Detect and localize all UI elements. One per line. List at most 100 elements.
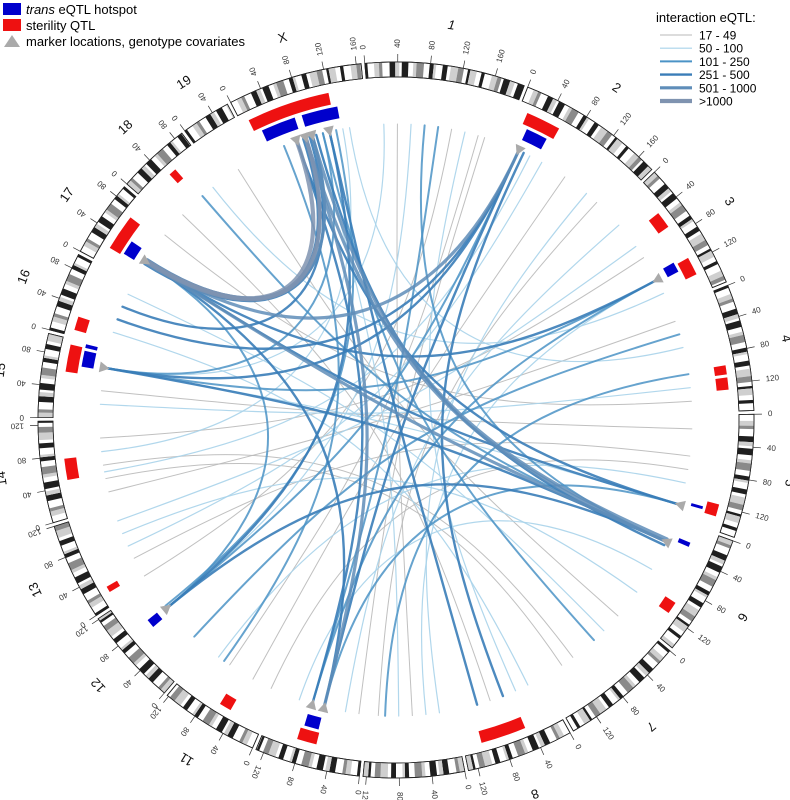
tick-label: 120 <box>26 527 42 540</box>
tick-label: 120 <box>313 41 325 56</box>
chromosome-8-band <box>502 745 510 761</box>
tick-mark <box>727 282 736 286</box>
chromosome-6-band <box>717 535 733 546</box>
chromosome-12-band <box>160 678 175 693</box>
tick-label: 80 <box>97 652 110 665</box>
tick-mark <box>752 446 761 449</box>
sterility-qtl-12 <box>65 344 83 374</box>
tick-label: 80 <box>427 40 437 50</box>
tick-mark <box>169 132 175 139</box>
chromosome-19-band <box>215 107 229 124</box>
chromosome-5-band <box>736 458 752 464</box>
chromosome-7-band <box>591 697 607 714</box>
chromosome-3-outline <box>642 171 727 289</box>
chromosome-X <box>230 63 363 117</box>
tick-label: 160 <box>645 133 661 149</box>
interaction-link-60 <box>344 224 620 713</box>
tick-label: 0 <box>109 168 119 178</box>
chromosome-10-band <box>325 756 332 772</box>
tick-mark <box>321 61 324 70</box>
chromosome-1-band <box>455 67 465 84</box>
hotspot-6 <box>81 350 97 369</box>
chromosome-4-band <box>728 331 744 339</box>
chromosome-11-band <box>227 722 240 739</box>
chromosome-7-band <box>635 662 650 677</box>
chromosome-1-band <box>395 62 400 78</box>
interaction-link-72 <box>143 128 453 577</box>
tick-mark <box>638 150 645 158</box>
chromosome-5-band <box>737 447 753 456</box>
chromosome-19 <box>184 103 235 144</box>
chromosome-X-band <box>301 73 310 90</box>
hotspot-5 <box>147 612 163 627</box>
chromosome-3 <box>642 171 727 289</box>
chromosome-4-band <box>738 399 754 404</box>
chromosome-9-band <box>404 762 410 778</box>
sterility-qtl-10 <box>106 580 121 593</box>
chromosome-5-band <box>729 494 746 505</box>
chromosome-label-15: 15 <box>0 362 8 378</box>
marker-0 <box>515 143 526 156</box>
chromosome-1-band <box>512 83 525 100</box>
chromosome-label-16: 16 <box>14 267 33 286</box>
tick-label: 80 <box>715 603 728 616</box>
chromosome-X-band <box>288 77 297 93</box>
chromosome-1-band <box>432 64 437 80</box>
chromosome-4-band <box>734 360 750 368</box>
chromosome-X-band <box>292 76 300 92</box>
chromosome-12-band <box>98 610 113 621</box>
chromosome-8-band <box>553 722 565 739</box>
chromosome-8-band <box>535 731 546 748</box>
tick-mark <box>596 716 602 724</box>
chromosome-16-band <box>51 316 68 326</box>
interaction-link-22 <box>144 149 521 320</box>
chromosome-13-band <box>63 546 79 555</box>
chromosome-7-band <box>570 713 581 729</box>
chromosome-15-band <box>38 391 55 398</box>
chromosome-1-band <box>499 78 511 95</box>
tick-label: 40 <box>208 744 220 757</box>
chromosome-3-band <box>653 183 669 198</box>
tick-mark <box>73 247 81 252</box>
chromosome-11-band <box>223 720 235 736</box>
sterility-swatch <box>3 19 21 31</box>
chromosome-12 <box>97 609 175 694</box>
tick-mark <box>557 93 562 101</box>
chromosome-16-band <box>56 300 73 311</box>
tick-mark <box>464 771 467 780</box>
tick-mark <box>720 571 728 576</box>
tick-label: 0 <box>528 68 538 76</box>
chromosome-X-band <box>350 64 358 80</box>
tick-mark <box>36 350 45 353</box>
chromosome-6-band <box>711 549 728 561</box>
tick-mark <box>32 457 41 460</box>
chromosome-18-band <box>137 168 153 183</box>
chromosome-15-outline <box>37 332 64 418</box>
chromosome-6-band <box>667 627 682 639</box>
chromosome-2-band <box>598 131 613 147</box>
interaction-link-8 <box>310 134 669 541</box>
chromosome-1-band <box>465 69 471 85</box>
interaction-link-55 <box>182 214 491 702</box>
interaction-link-37 <box>193 333 681 638</box>
legend-item-sterility: sterility QTL <box>3 18 95 33</box>
tick-label: 40 <box>542 758 554 770</box>
chromosome-1-band <box>505 80 515 97</box>
chromosome-3-band <box>697 248 712 258</box>
interaction-link-26 <box>440 151 525 698</box>
chromosome-9-outline <box>362 756 466 779</box>
tick-label: 80 <box>284 776 295 788</box>
tick-mark <box>477 768 481 777</box>
chromosome-14-band <box>41 465 58 475</box>
chromosome-7-band <box>629 666 645 683</box>
chromosome-16-band <box>60 288 78 300</box>
chromosome-13-band <box>55 526 73 539</box>
tick-mark <box>675 191 683 198</box>
legend-bin-label-1: 50 - 100 <box>699 42 743 56</box>
chromosome-1-band <box>428 63 434 79</box>
hotspot-9 <box>261 117 299 142</box>
chromosome-14-band <box>49 507 66 517</box>
chromosome-9-band <box>457 756 465 773</box>
chromosome-12-band <box>158 676 171 690</box>
chromosome-4-band <box>729 334 746 346</box>
